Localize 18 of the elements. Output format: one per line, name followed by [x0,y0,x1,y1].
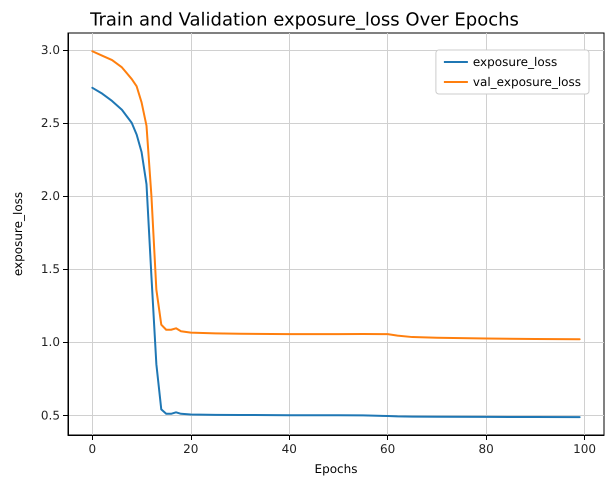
x-tick-label: 80 [478,442,494,456]
legend-label: val_exposure_loss [472,75,582,89]
y-tick-label: 1.5 [40,262,60,276]
x-tick-label: 0 [88,442,96,456]
chart-title: Train and Validation exposure_loss Over Epochs [89,10,519,30]
y-tick-label: 0.5 [40,408,60,422]
y-tick-label: 2.5 [40,116,60,130]
x-tick-label: 100 [573,442,596,456]
y-tick-label: 1.0 [40,335,60,350]
x-tick-label: 20 [183,442,198,456]
x-tick-label: 60 [380,442,396,456]
y-axis-title: exposure_loss [11,192,25,276]
x-axis-title: Epochs [314,462,358,476]
y-tick-label: 2.0 [40,188,60,203]
x-tick-label: 40 [282,442,297,456]
legend-label: exposure_loss [472,55,558,69]
y-tick-label: 3.0 [40,42,60,57]
line-series [91,50,581,340]
